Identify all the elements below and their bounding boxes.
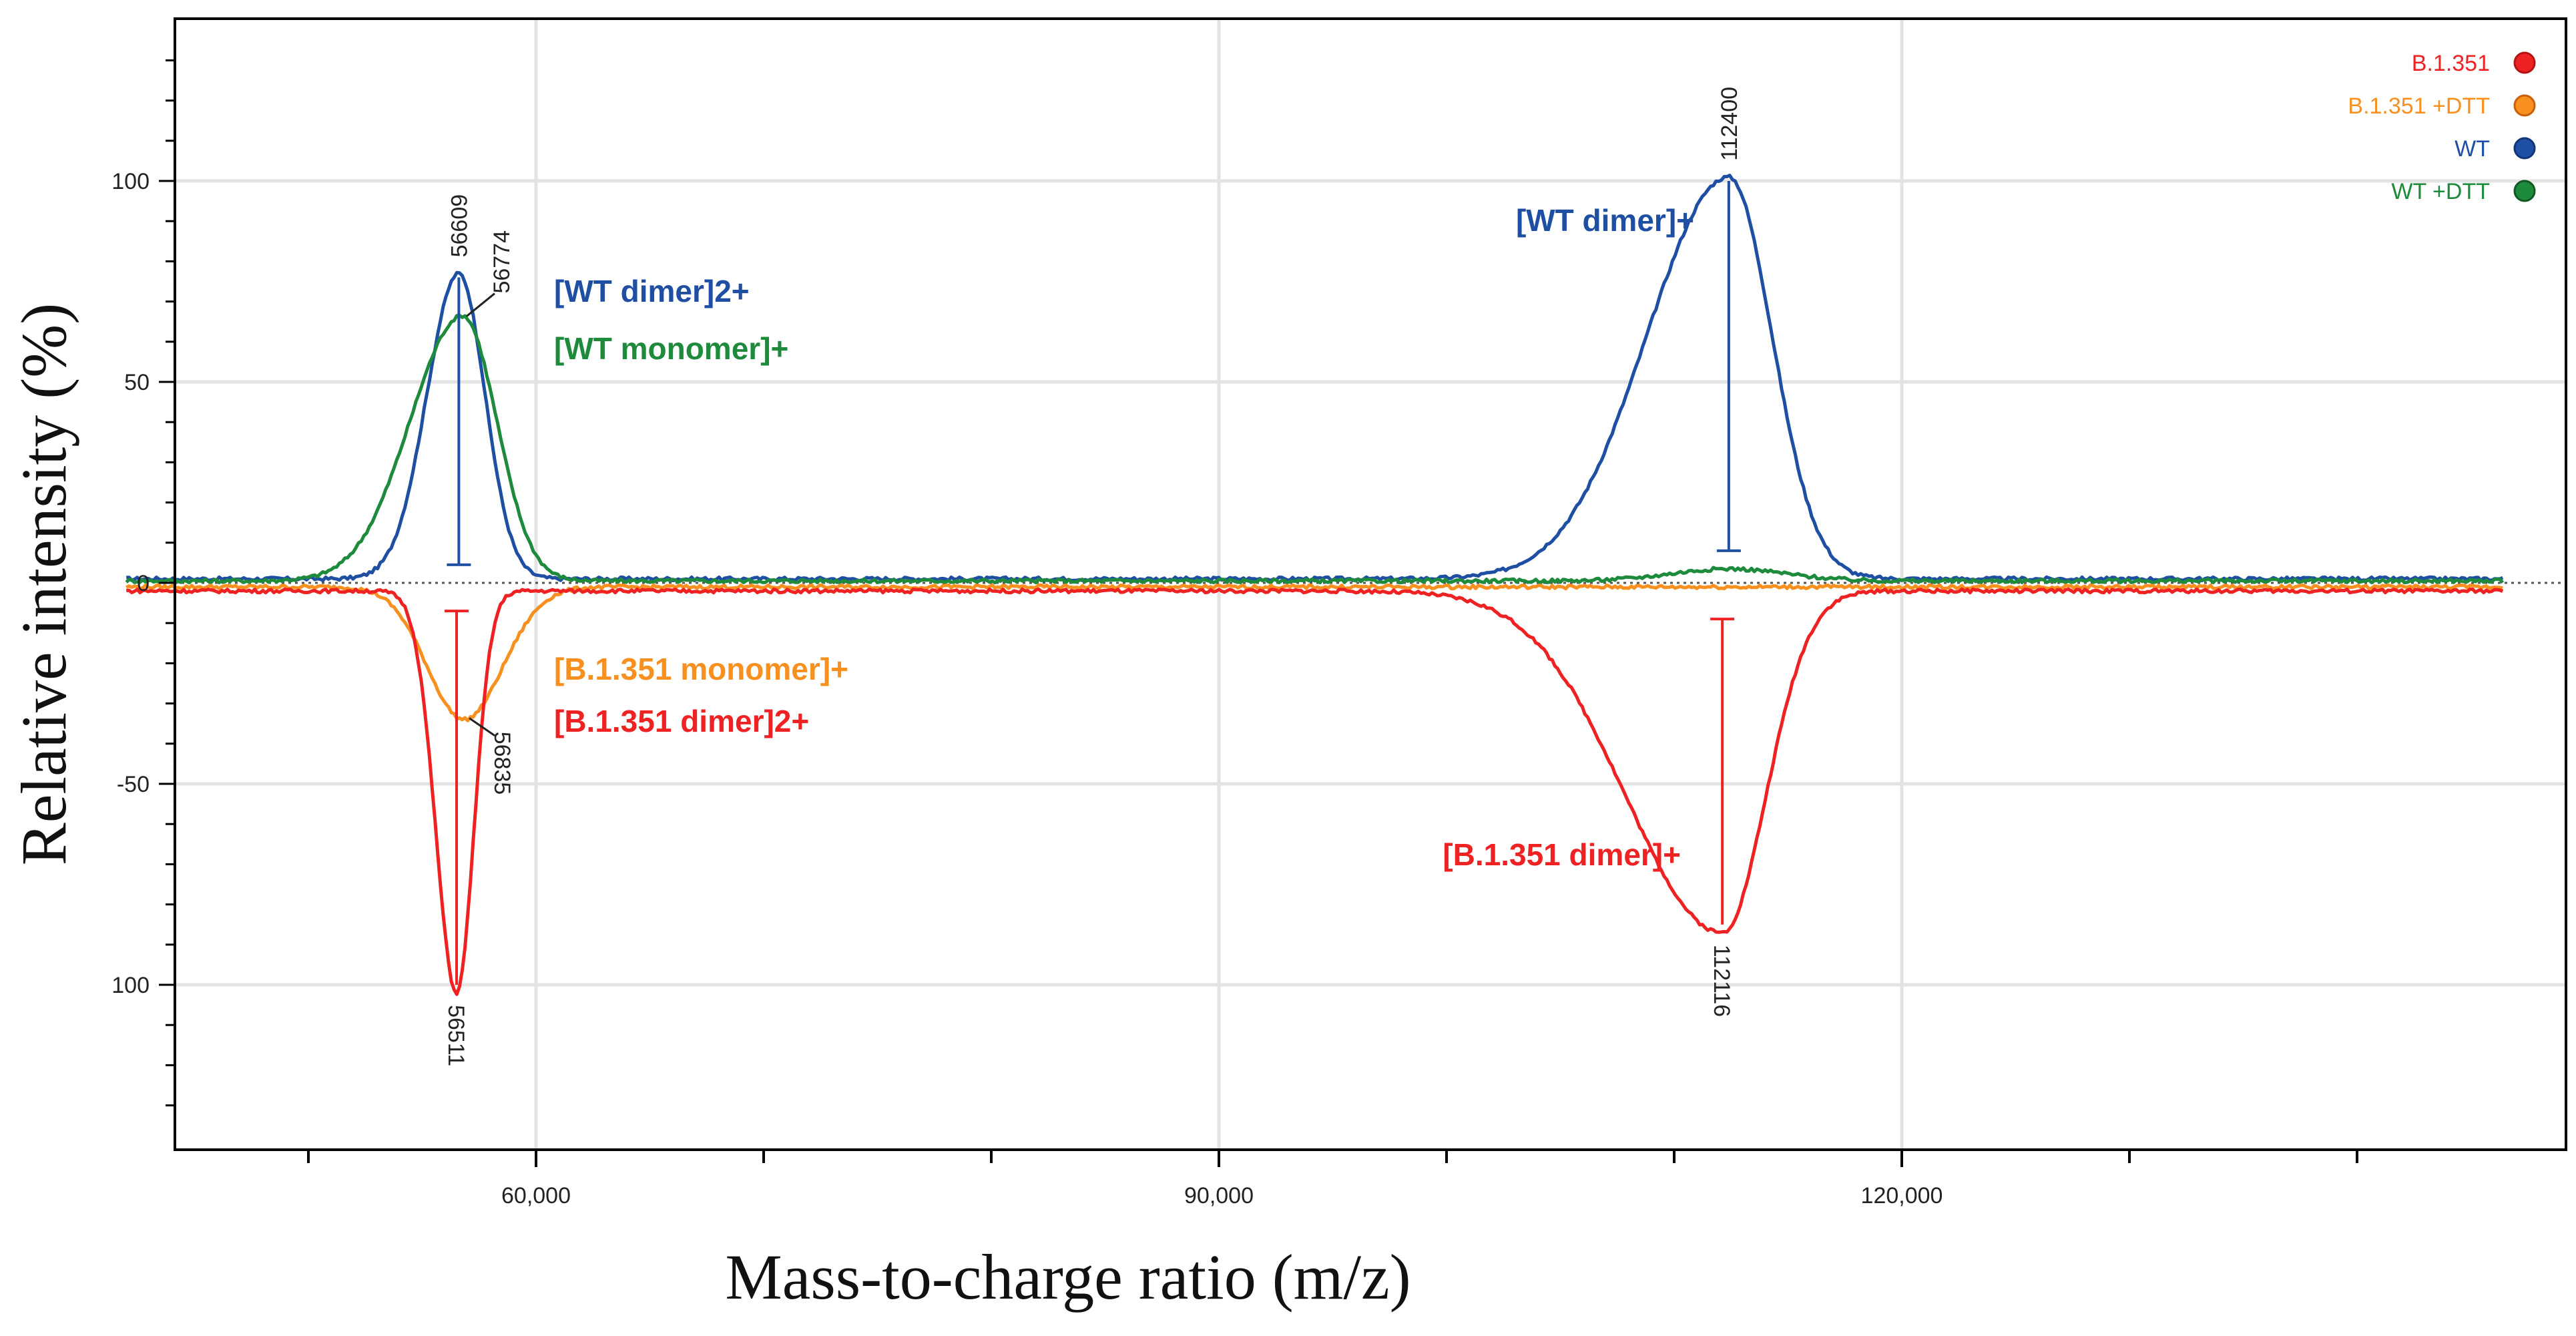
x-tick-label: 120,000: [1861, 1183, 1943, 1208]
grid-lines: [175, 19, 2566, 1150]
legend-label-b1351: B.1.351: [2412, 51, 2490, 76]
peak-label-56609: 56609: [447, 194, 472, 258]
peak-label-leader: [466, 292, 495, 317]
annotation-wt-monomer: [WT monomer]+: [554, 331, 788, 366]
peak-label-56835: 56835: [489, 732, 515, 795]
series-lines: [125, 174, 2505, 996]
peak-label-leader: [469, 717, 495, 736]
annotation-wt-dimer-2plus: [WT dimer]2+: [554, 274, 750, 308]
legend-marker-b1351: [2513, 51, 2536, 74]
y-tick-label: 0: [137, 571, 150, 596]
annotation-b1351-monomer: [B.1.351 monomer]+: [554, 652, 848, 686]
annotation-b1351-dimer: [B.1.351 dimer]+: [1443, 837, 1681, 872]
series-line-wt: [126, 174, 2504, 583]
x-axis-title: Mass-to-charge ratio (m/z): [725, 1241, 1410, 1313]
legend-marker-wt-dtt: [2513, 180, 2536, 202]
peak-label-112116: 112116: [1709, 945, 1734, 1017]
peak-markers: [445, 181, 1741, 985]
annotation-b1351-dimer-2plus: [B.1.351 dimer]2+: [554, 704, 809, 738]
plot-frame: [174, 17, 2567, 1151]
peak-labels: 56609 56774 112400 56835 56511 112116: [443, 87, 1742, 1066]
x-tick-label: 60,000: [501, 1183, 571, 1208]
y-tick-label: 100: [111, 169, 150, 194]
series-line-wt-dtt: [125, 313, 2505, 585]
legend-marker-b1351-dtt: [2513, 94, 2536, 117]
peak-label-56511: 56511: [443, 1005, 469, 1066]
legend: B.1.351 B.1.351 +DTT WT WT +DTT: [2348, 51, 2536, 204]
legend-label-wt-dtt: WT +DTT: [2391, 179, 2490, 204]
peak-label-56774: 56774: [489, 230, 515, 294]
axis-ticks: 60,000 90,000 120,000 100 50 0 -50 100: [111, 59, 2358, 1208]
annotation-wt-dimer: [WT dimer]+: [1516, 203, 1694, 238]
y-tick-label: 50: [124, 370, 150, 395]
y-tick-label: -50: [117, 772, 150, 797]
y-tick-label: 100: [111, 973, 150, 998]
peak-label-112400: 112400: [1717, 87, 1742, 161]
series-line-b-1-351: [126, 587, 2504, 996]
legend-marker-wt: [2513, 137, 2536, 160]
legend-label-wt: WT: [2455, 136, 2490, 162]
y-axis-title: Relative intensity (%): [8, 303, 79, 865]
legend-label-b1351-dtt: B.1.351 +DTT: [2348, 93, 2490, 119]
x-tick-label: 90,000: [1184, 1183, 1254, 1208]
